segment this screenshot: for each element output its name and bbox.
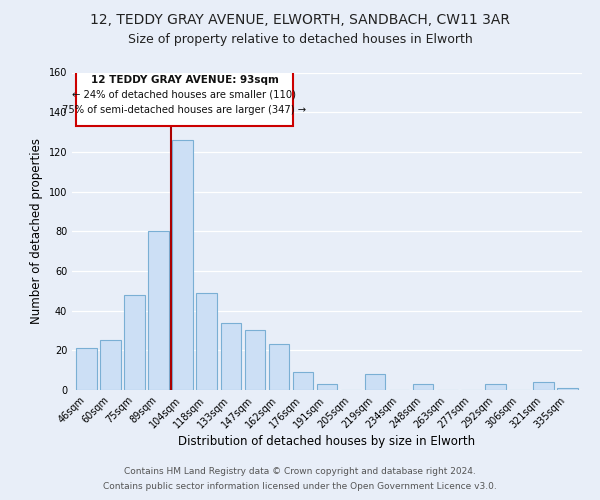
Bar (76, 348, 97, 390)
Bar (485, 384, 506, 390)
Text: ← 24% of detached houses are smaller (110): ← 24% of detached houses are smaller (11… (73, 90, 296, 100)
FancyBboxPatch shape (76, 70, 293, 126)
Bar (124, 294, 145, 390)
Bar (172, 140, 193, 390)
Bar (148, 231, 169, 390)
Y-axis label: Number of detached properties: Number of detached properties (30, 138, 43, 324)
Bar (293, 372, 313, 390)
Bar (245, 330, 265, 390)
Text: Contains HM Land Registry data © Crown copyright and database right 2024.: Contains HM Land Registry data © Crown c… (124, 467, 476, 476)
Bar (269, 344, 289, 390)
Bar (365, 374, 385, 390)
Bar (413, 384, 433, 390)
Bar (100, 340, 121, 390)
Bar (317, 384, 337, 390)
Bar (221, 322, 241, 390)
Text: Size of property relative to detached houses in Elworth: Size of property relative to detached ho… (128, 32, 472, 46)
X-axis label: Distribution of detached houses by size in Elworth: Distribution of detached houses by size … (178, 436, 476, 448)
Bar (533, 382, 554, 390)
Text: Contains public sector information licensed under the Open Government Licence v3: Contains public sector information licen… (103, 482, 497, 491)
Bar (557, 388, 578, 390)
Text: 12, TEDDY GRAY AVENUE, ELWORTH, SANDBACH, CW11 3AR: 12, TEDDY GRAY AVENUE, ELWORTH, SANDBACH… (90, 12, 510, 26)
Text: 12 TEDDY GRAY AVENUE: 93sqm: 12 TEDDY GRAY AVENUE: 93sqm (91, 76, 278, 86)
Bar (196, 293, 217, 390)
Text: 75% of semi-detached houses are larger (347) →: 75% of semi-detached houses are larger (… (62, 105, 307, 115)
